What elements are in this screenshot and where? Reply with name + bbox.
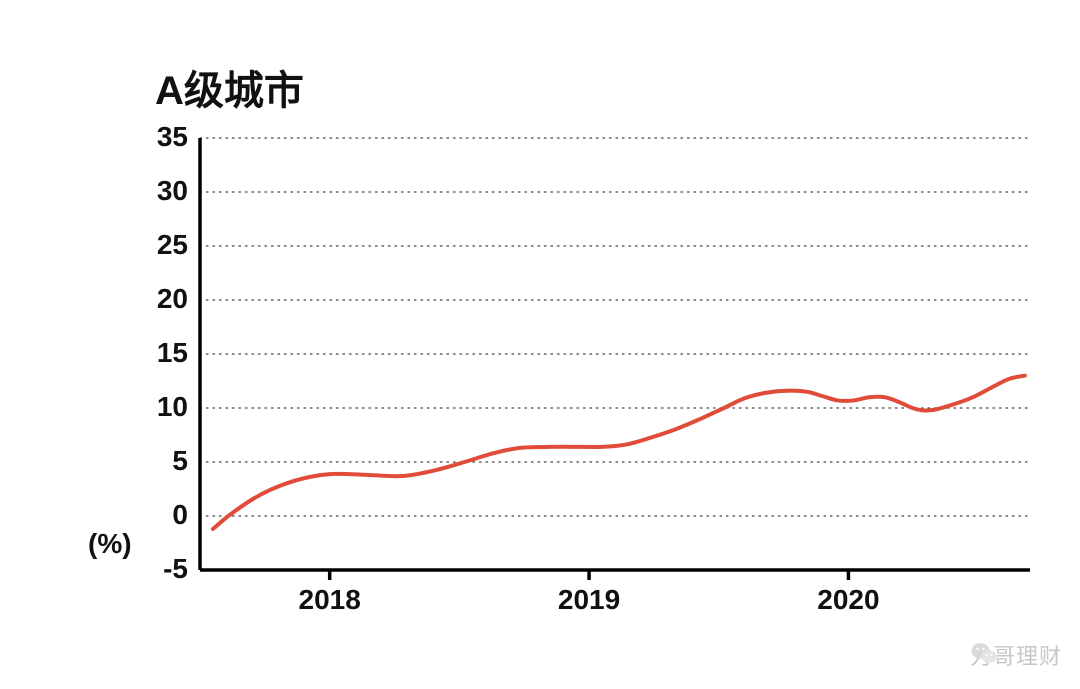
chart-container: A级城市 -505101520253035 201820192020 (%) 力… [0, 0, 1080, 689]
y-tick-label: 25 [128, 229, 188, 261]
y-tick-label: -5 [128, 553, 188, 585]
y-tick-label: 15 [128, 337, 188, 369]
y-tick-label: 20 [128, 283, 188, 315]
y-tick-label: 30 [128, 175, 188, 207]
wechat-icon [970, 639, 998, 667]
y-tick-label: 5 [128, 445, 188, 477]
x-tick-label: 2018 [290, 584, 370, 616]
x-tick-label: 2020 [808, 584, 888, 616]
y-axis-unit-label: (%) [88, 528, 132, 560]
watermark: 力哥理财 [970, 639, 1062, 671]
x-tick-label: 2019 [549, 584, 629, 616]
y-tick-label: 0 [128, 499, 188, 531]
y-tick-label: 10 [128, 391, 188, 423]
y-tick-label: 35 [128, 121, 188, 153]
